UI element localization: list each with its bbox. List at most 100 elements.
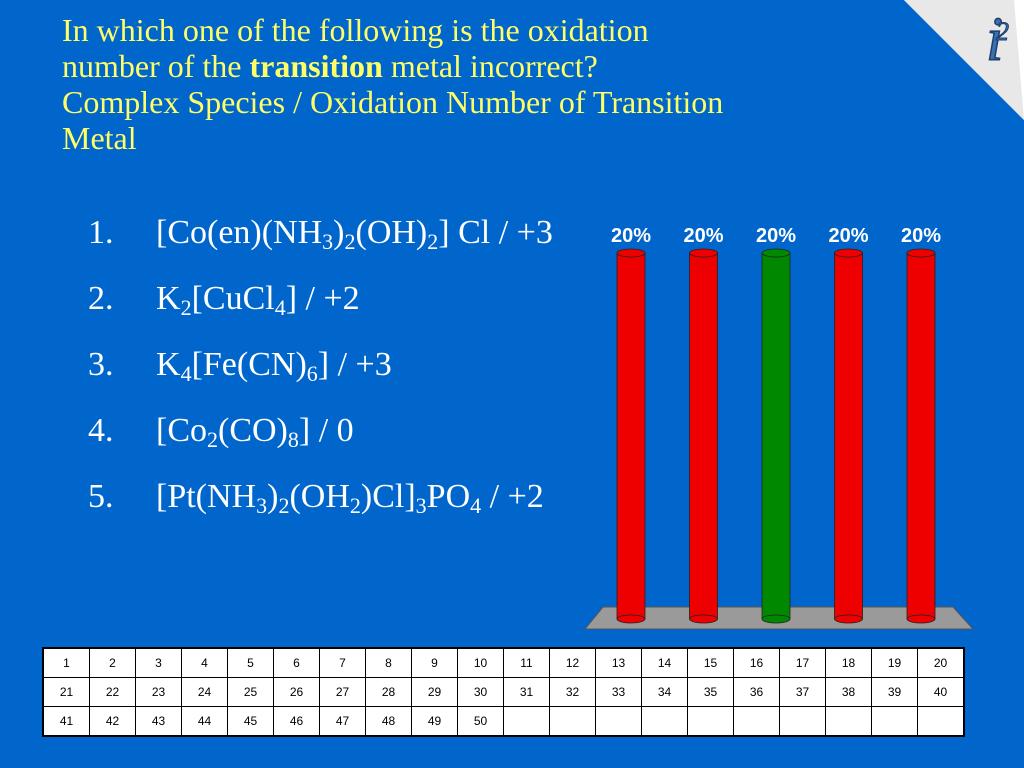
grid-cell: 42	[89, 706, 136, 737]
formula-text: K	[156, 280, 181, 317]
grid-cell: 48	[365, 706, 412, 737]
grid-cell: 38	[825, 677, 872, 707]
grid-cell: 4	[181, 647, 228, 678]
grid-cell: 50	[457, 706, 504, 737]
grid-cell	[503, 706, 550, 737]
grid-cell	[687, 706, 734, 737]
answer-number: 1.	[88, 214, 114, 251]
data-label: 20%	[828, 225, 868, 247]
grid-cell	[549, 706, 596, 737]
data-label: 20%	[756, 225, 796, 247]
grid-cell: 12	[549, 647, 596, 678]
bar-1	[616, 248, 646, 624]
grid-cell: 40	[917, 677, 965, 707]
grid-cell: 41	[42, 706, 90, 737]
svg-text:2: 2	[996, 17, 1009, 46]
subscript: 3	[415, 493, 427, 518]
question-bold-word: transition	[249, 48, 383, 84]
answer-list: 1. [Co(en)(NH3)2(OH)2] Cl / +3 2. K 2 [CuCl 4]…	[88, 214, 568, 544]
grid-cell: 39	[871, 677, 918, 707]
formula-text: [CuCl	[191, 280, 275, 317]
category-label: 2	[699, 642, 708, 645]
grid-cell: 28	[365, 677, 412, 707]
category-label: 1	[626, 642, 635, 645]
formula-text: [Pt(NH	[156, 478, 257, 515]
answer-option-4: 4. [Co2(CO)8] / 0	[88, 412, 568, 452]
grid-cell: 43	[135, 706, 182, 737]
grid-cell: 30	[457, 677, 504, 707]
answer-text: [Co(en)(NH3)2(OH)2] Cl / +3	[156, 214, 553, 254]
formula-text: K	[156, 346, 181, 383]
bar-3	[761, 248, 791, 624]
data-label: 20%	[611, 225, 651, 247]
formula-text: ] Cl / +3	[438, 214, 553, 251]
grid-cell: 37	[779, 677, 826, 707]
formula-text: ] / +2	[285, 280, 360, 317]
bar-4	[834, 248, 863, 624]
grid-cell: 2	[89, 647, 136, 678]
grid-cell: 45	[227, 706, 274, 737]
answer-number: 2.	[88, 280, 114, 317]
grid-cell: 25	[227, 677, 274, 707]
subscript: 2	[207, 427, 218, 452]
subscript: 2	[427, 229, 439, 254]
grid-cell: 9	[411, 647, 458, 678]
answer-option-2: 2. K2[CuCl4] / +2	[88, 280, 568, 319]
formula-text: / +2	[481, 478, 544, 515]
grid-cell: 33	[595, 677, 642, 707]
grid-cell: 14	[641, 647, 688, 678]
grid-cell: 21	[42, 677, 90, 707]
answer-text: K4[Fe(CN)6] / +3	[156, 346, 392, 385]
formula-text: [Co(en)(NH	[156, 214, 323, 251]
grid-cell: 46	[273, 706, 320, 737]
svg-text:i: i	[986, 6, 1003, 74]
grid-cell: 31	[503, 677, 550, 707]
grid-cell: 32	[549, 677, 596, 707]
answer-option-3: 3. K4[Fe(CN)6] / +3	[88, 346, 568, 385]
keypad-number-grid: 1 2 3 4 5 6 7 8 9 10 11 12 13 14 15 16 17 18 19 20 21 22 23 24 2…	[42, 647, 965, 737]
grid-cell: 36	[733, 677, 780, 707]
category-label: 3	[771, 642, 780, 645]
answer-text: [Co2(CO)8] / 0	[156, 412, 354, 452]
grid-cell: 20	[917, 647, 965, 678]
grid-cell: 34	[641, 677, 688, 707]
subscript: 4	[470, 493, 482, 518]
grid-row: 41 42 43 44 45 46 47 48 49 50	[42, 706, 965, 737]
grid-cell: 16	[733, 647, 780, 678]
question-line-2: number of the transition metal incorrect…	[62, 48, 902, 84]
formula-text: [Fe(CN)	[191, 346, 307, 383]
grid-cell: 5	[227, 647, 274, 678]
grid-cell	[825, 706, 872, 737]
question-line-4: Metal	[62, 120, 137, 156]
grid-cell	[641, 706, 688, 737]
formula-text: ] / 0	[298, 412, 354, 449]
grid-cell: 23	[135, 677, 182, 707]
grid-cell: 8	[365, 647, 412, 678]
formula-text: (CO)	[218, 412, 288, 449]
answer-option-1: 1. [Co(en)(NH3)2(OH)2] Cl / +3	[88, 214, 568, 254]
grid-row: 1 2 3 4 5 6 7 8 9 10 11 12 13 14 15 16 17 18 19 20	[42, 647, 965, 678]
formula-text: [Co	[156, 412, 207, 449]
answer-number: 5.	[88, 478, 114, 515]
answer-text: [Pt(NH3)2(OH2)Cl]3PO4 / +2	[156, 478, 544, 518]
grid-cell: 6	[273, 647, 320, 678]
subscript: 2	[278, 493, 290, 518]
grid-cell: 11	[503, 647, 550, 678]
subscript: 2	[344, 229, 356, 254]
formula-text: )Cl]	[360, 478, 416, 515]
grid-cell: 44	[181, 706, 228, 737]
question-line-1: In which one of the following is the oxi…	[62, 12, 649, 48]
subscript: 3	[322, 229, 334, 254]
grid-cell: 19	[871, 647, 918, 678]
question-text: In which one of the following is the oxi…	[62, 12, 902, 156]
formula-text: ] / +3	[317, 346, 392, 383]
grid-cell: 35	[687, 677, 734, 707]
turning-point-logo-icon: i 2	[904, 0, 1024, 120]
question-line-2-start: number of the	[62, 48, 250, 84]
grid-cell: 17	[779, 647, 826, 678]
grid-cell: 29	[411, 677, 458, 707]
grid-cell	[595, 706, 642, 737]
category-label: 5	[916, 642, 925, 645]
grid-cell: 10	[457, 647, 504, 678]
grid-cell	[871, 706, 918, 737]
